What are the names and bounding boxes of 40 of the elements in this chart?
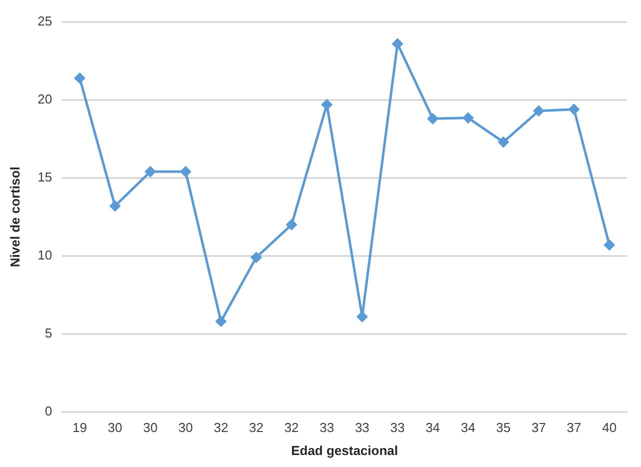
y-tick-label: 25	[38, 14, 52, 29]
point	[392, 38, 403, 50]
y-tick-label: 20	[38, 92, 52, 107]
x-tick-label: 30	[143, 420, 158, 436]
point	[428, 113, 438, 124]
x-axis-title: Edad gestacional	[291, 442, 398, 458]
point	[498, 136, 509, 148]
x-tick-label: 30	[178, 420, 193, 436]
point	[322, 99, 332, 110]
x-tick-label: 37	[566, 420, 582, 436]
point	[145, 166, 156, 177]
point	[251, 252, 262, 263]
x-tick-label: 34	[460, 420, 476, 436]
x-tick-label: 40	[602, 420, 617, 436]
x-tick-label: 32	[284, 420, 299, 436]
x-tick-label: 19	[72, 420, 87, 436]
point	[533, 106, 544, 116]
x-tick-label: 32	[249, 420, 264, 436]
point	[216, 316, 226, 327]
point	[356, 311, 368, 322]
x-tick-label: 33	[354, 420, 370, 436]
y-tick-label: 10	[38, 247, 52, 262]
point	[604, 240, 615, 250]
y-axis-title: Nivel de cortisol	[7, 166, 22, 268]
point	[568, 104, 580, 115]
point	[180, 166, 191, 177]
point	[462, 112, 474, 124]
y-tick-label: 5	[44, 325, 52, 340]
x-tick-label: 33	[390, 420, 405, 436]
point	[286, 219, 297, 230]
x-tick-label: 33	[320, 420, 334, 436]
x-tick-label: 30	[108, 420, 122, 436]
point	[110, 200, 120, 212]
x-tick-label: 35	[496, 420, 511, 436]
y-tick-label: 15	[38, 170, 52, 184]
x-tick-label: 32	[214, 420, 228, 436]
x-tick-label: 34	[426, 420, 440, 436]
x-tick-label: 37	[531, 420, 546, 436]
y-tick-label: 0	[44, 403, 52, 418]
point	[74, 72, 85, 84]
